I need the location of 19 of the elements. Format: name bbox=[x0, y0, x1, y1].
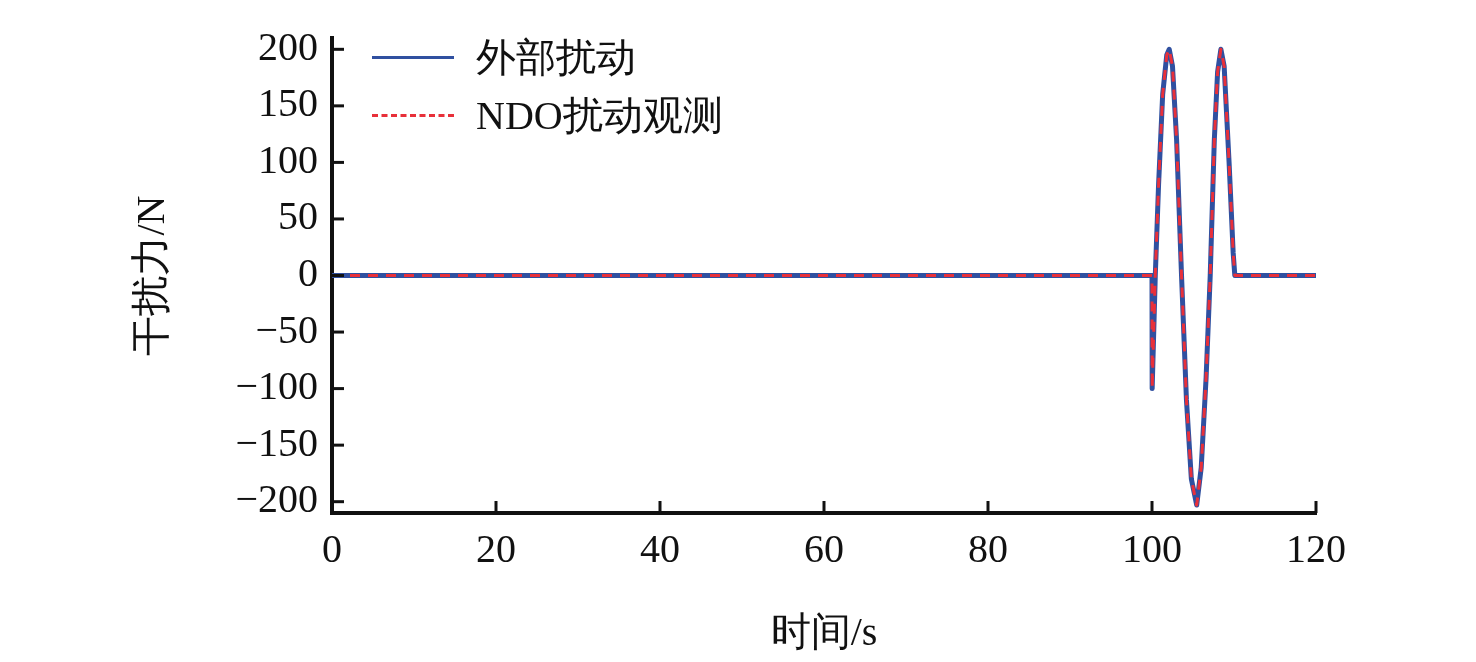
x-tick-label: 60 bbox=[804, 525, 844, 571]
x-tick-label: 100 bbox=[1122, 525, 1182, 571]
y-tick-label: 50 bbox=[278, 193, 318, 239]
y-tick-label: 0 bbox=[298, 250, 318, 295]
y-tick-label: −150 bbox=[235, 419, 318, 465]
y-tick-label: −100 bbox=[235, 363, 318, 409]
x-tick-label: 120 bbox=[1286, 525, 1346, 571]
x-tick-label: 80 bbox=[968, 525, 1008, 571]
y-tick-label: −200 bbox=[235, 476, 318, 522]
legend-label: 外部扰动 bbox=[476, 33, 636, 82]
x-tick-label: 20 bbox=[476, 525, 516, 571]
x-axis-title: 时间/s bbox=[770, 608, 878, 654]
y-axis-title: 干扰力/N bbox=[127, 195, 173, 356]
y-tick-label: 100 bbox=[258, 136, 318, 182]
y-tick-label: 200 bbox=[258, 23, 318, 69]
y-tick-label: −50 bbox=[255, 306, 318, 352]
x-tick-label: 40 bbox=[640, 525, 680, 571]
y-tick-label: 150 bbox=[258, 80, 318, 126]
legend-label: NDO扰动观测 bbox=[476, 91, 723, 140]
